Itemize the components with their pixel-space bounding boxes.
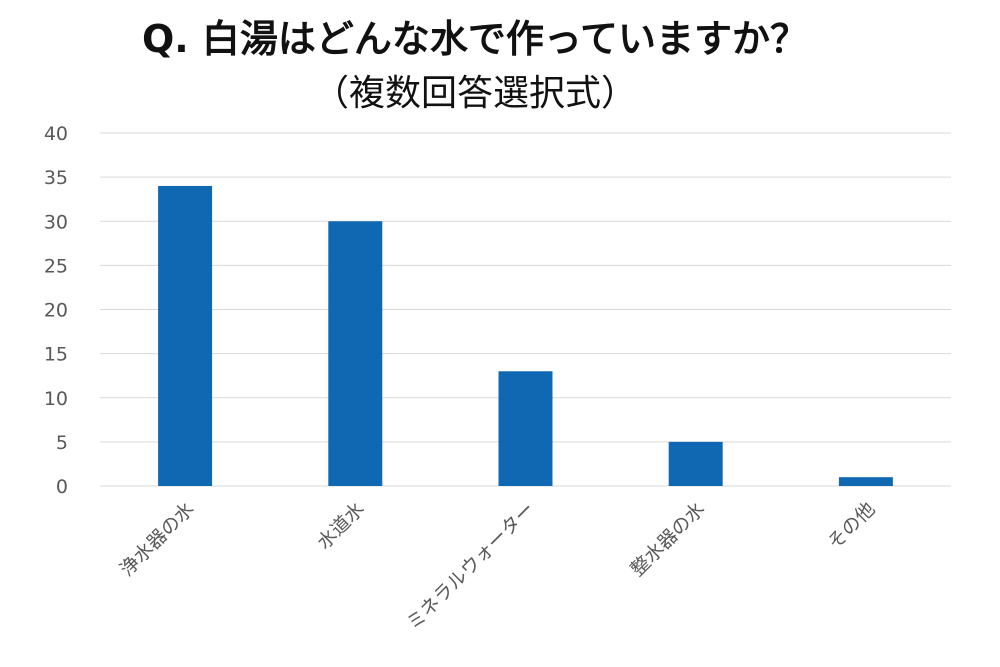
x-axis-category-labels: 浄水器の水 水道水 ミネラルウォーター 整水器の水 その他: [116, 498, 880, 634]
y-axis-tick-labels: 0 5 10 15 20 25 30 35 40: [44, 123, 68, 498]
y-tick-label: 30: [44, 211, 68, 233]
y-tick-label: 10: [44, 388, 68, 410]
y-tick-label: 5: [56, 432, 68, 454]
y-tick-label: 40: [44, 123, 68, 145]
x-category-label: 水道水: [313, 498, 369, 554]
y-tick-label: 15: [44, 344, 68, 366]
y-tick-label: 20: [44, 300, 68, 322]
x-category-label: ミネラルウォーター: [403, 498, 539, 634]
bar-2: [498, 371, 553, 486]
x-category-label: 浄水器の水: [116, 498, 199, 581]
chart-title: Q. 白湯はどんな水で作っていますか？: [141, 17, 809, 61]
bars: [158, 185, 893, 486]
y-tick-label: 25: [44, 255, 68, 277]
x-category-label: その他: [824, 498, 880, 554]
y-tick-label: 35: [44, 167, 68, 189]
bar-0: [158, 185, 213, 486]
x-category-label: 整水器の水: [626, 498, 709, 581]
bar-4: [838, 477, 893, 486]
bar-1: [328, 221, 383, 486]
chart-subtitle: （複数回答選択式）: [312, 73, 637, 114]
bar-3: [668, 441, 723, 486]
y-tick-label: 0: [56, 476, 68, 498]
